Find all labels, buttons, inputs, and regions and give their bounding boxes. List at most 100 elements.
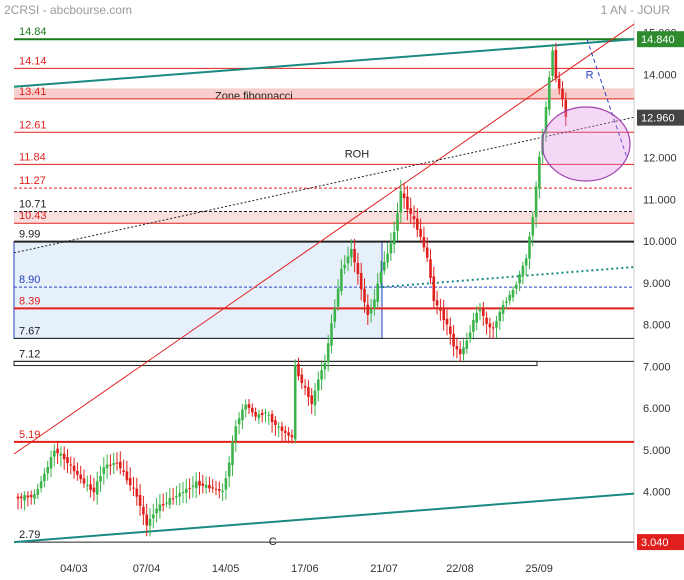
candle-body: [214, 488, 218, 490]
price-tag-label-3.040: 3.040: [641, 537, 669, 549]
candle-body: [277, 426, 280, 428]
candle-body: [26, 495, 30, 498]
candle-body: [429, 259, 432, 278]
candle-body: [270, 414, 274, 423]
candle-body: [20, 496, 23, 499]
level-label-8.39: 8.39: [19, 295, 40, 307]
candle-body: [211, 487, 214, 489]
candle-body: [79, 474, 82, 480]
y-tick-label: 14.000: [643, 69, 677, 81]
fib-zone-1: [14, 211, 634, 224]
candle-body: [152, 514, 155, 519]
candle-body: [59, 453, 63, 456]
consolidation-box: [13, 241, 383, 339]
candle-body: [185, 488, 188, 493]
candle-body: [221, 490, 224, 493]
candle-body: [46, 466, 49, 474]
candle-body: [241, 409, 244, 421]
candle-body: [284, 430, 287, 433]
candle-body: [472, 319, 475, 332]
y-tick-label: 9.000: [643, 278, 671, 290]
x-tick-label: 17/06: [291, 563, 319, 575]
candle-body: [465, 340, 469, 350]
candle-body: [310, 395, 313, 405]
trend-line-dotted-teal: [381, 266, 635, 289]
annotation-roh: ROH: [345, 149, 370, 161]
level-label-8.90: 8.90: [19, 274, 40, 286]
candle-body: [105, 464, 109, 469]
candle-body: [379, 271, 383, 284]
candle-body: [287, 432, 290, 436]
candle-body: [482, 308, 485, 317]
candle-body: [402, 193, 406, 199]
candle-body: [161, 503, 165, 506]
candle-body: [82, 478, 86, 484]
candle-body: [158, 504, 162, 511]
candle-body: [548, 77, 551, 110]
candle-body: [119, 461, 122, 469]
candle-body: [505, 301, 508, 303]
candle-body: [528, 236, 531, 259]
candle-body: [534, 186, 538, 218]
candle-body: [264, 412, 267, 414]
y-tick-label: 4.000: [643, 487, 671, 499]
y-tick-label: 12.000: [643, 153, 677, 165]
candle-body: [16, 496, 20, 499]
candle-body: [290, 435, 294, 438]
candle-body: [521, 265, 525, 276]
candle-body: [43, 473, 46, 482]
level-label-2.79: 2.79: [19, 529, 40, 541]
candle-body: [122, 470, 125, 472]
candle-body: [178, 493, 181, 497]
level-label-14.14: 14.14: [19, 55, 47, 67]
candle-body: [148, 518, 152, 526]
candle-body: [462, 347, 465, 355]
y-tick-label: 10.000: [643, 236, 677, 248]
y-tick-label: 5.000: [643, 445, 671, 457]
level-label-13.41: 13.41: [19, 86, 47, 98]
candle-body: [56, 448, 59, 454]
candle-body: [511, 289, 515, 298]
chart-symbol-title: 2CRSI - abcbourse.com: [4, 3, 133, 17]
candle-body: [36, 488, 40, 495]
candle-body: [561, 88, 564, 100]
candle-body: [389, 243, 393, 254]
candle-body: [498, 311, 502, 322]
candle-body: [171, 498, 175, 500]
candle-body: [198, 480, 201, 486]
x-tick-label: 22/08: [446, 563, 474, 575]
level-label-9.99: 9.99: [19, 229, 40, 241]
candle-body: [86, 484, 89, 486]
candle-body: [508, 294, 511, 301]
candle-body: [353, 248, 356, 263]
candle-body: [95, 481, 99, 495]
candle-body: [432, 276, 436, 302]
candle-body: [359, 272, 363, 290]
candle-body: [188, 487, 191, 489]
level-label-14.84: 14.84: [19, 26, 47, 38]
candle-body: [125, 471, 129, 481]
candle-body: [109, 464, 112, 466]
candle-body: [280, 426, 284, 432]
candle-body: [557, 78, 561, 89]
candle-body: [297, 363, 300, 377]
candle-body: [29, 495, 33, 498]
candle-body: [425, 247, 429, 258]
candle-body: [293, 365, 297, 440]
annotation-r: R: [586, 69, 594, 81]
candle-body: [92, 487, 96, 493]
candle-body: [112, 463, 115, 465]
candle-body: [208, 484, 211, 489]
candle-body: [218, 489, 221, 491]
candle-body: [254, 412, 257, 417]
candle-body: [386, 253, 389, 263]
candle-body: [201, 483, 205, 486]
candle-body: [396, 213, 399, 231]
candle-body: [373, 299, 376, 309]
candle-body: [76, 470, 79, 475]
base-box: [13, 360, 538, 367]
candle-body: [544, 106, 548, 134]
candle-body: [168, 498, 172, 505]
